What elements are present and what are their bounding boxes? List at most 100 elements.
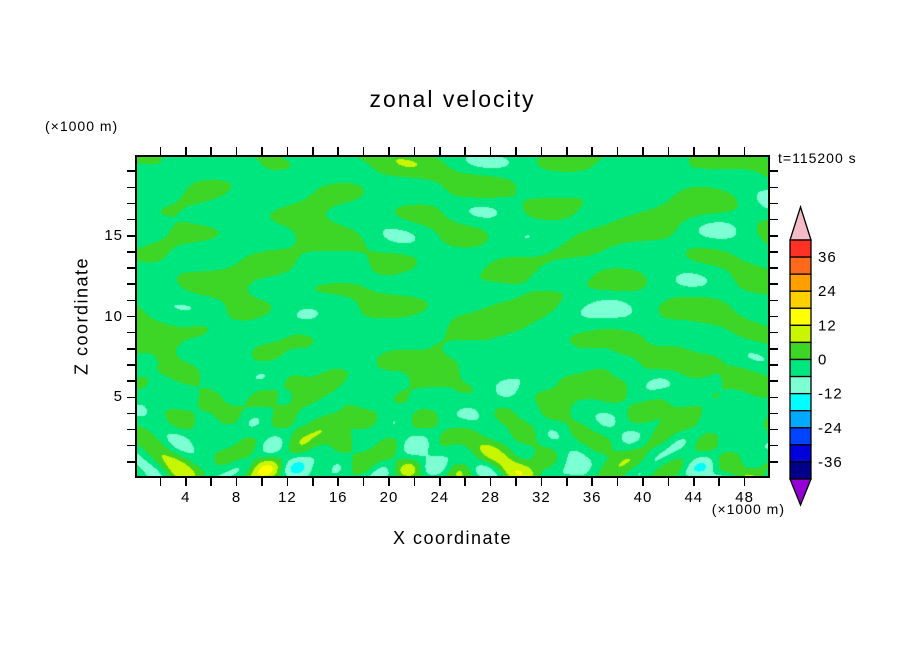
colorbar-label: 12 — [818, 317, 837, 334]
x-tick-label: 36 — [582, 489, 602, 506]
colorbar: 36 24 12 0 -12 -24 -36 — [786, 204, 866, 515]
z-tick — [127, 396, 135, 398]
x-tick — [718, 147, 720, 155]
x-tick — [413, 478, 416, 486]
colorbar-label: -36 — [818, 454, 843, 471]
x-tick — [616, 478, 619, 486]
x-tick — [566, 478, 568, 486]
x-tick — [693, 147, 695, 155]
colorbar-label: 36 — [818, 249, 837, 266]
x-tick — [261, 478, 263, 486]
z-tick — [127, 299, 135, 302]
x-tick — [464, 478, 466, 486]
x-tick — [439, 147, 441, 155]
z-tick-label: 10 — [104, 307, 123, 325]
colorbar-segment — [789, 358, 812, 378]
z-tick — [770, 364, 778, 366]
z-tick — [127, 315, 135, 318]
z-tick — [770, 267, 778, 269]
colorbar-arrow-bottom — [789, 478, 812, 507]
z-tick — [770, 299, 778, 302]
colorbar-segment — [789, 427, 812, 446]
x-tick — [337, 147, 339, 155]
z-tick — [127, 186, 135, 189]
z-tick — [770, 331, 778, 334]
x-tick — [464, 147, 466, 155]
x-tick — [515, 478, 517, 486]
x-tick — [362, 147, 365, 155]
x-tick-label: 40 — [633, 489, 653, 506]
colorbar-segment — [789, 392, 812, 412]
z-axis-unit-label: (×1000 m) — [45, 118, 119, 134]
colorbar-segment — [789, 273, 812, 292]
x-tick — [235, 147, 238, 155]
x-tick-label: 48 — [735, 489, 754, 506]
colorbar-segment — [789, 461, 812, 480]
x-tick — [210, 147, 212, 155]
x-tick — [185, 147, 187, 155]
z-tick — [770, 251, 778, 253]
z-tick — [127, 461, 135, 463]
z-axis-title: Z coordinate — [71, 256, 92, 376]
z-tick — [770, 283, 778, 285]
x-tick — [388, 478, 390, 486]
colorbar-segment — [789, 239, 812, 258]
z-tick — [770, 235, 778, 237]
z-tick — [127, 267, 135, 269]
x-tick — [286, 478, 289, 486]
z-tick — [127, 202, 135, 205]
z-tick — [770, 315, 778, 318]
x-tick — [337, 478, 339, 486]
colorbar-label: -12 — [818, 386, 843, 403]
timestamp-label: t=115200 s — [778, 150, 857, 166]
x-tick — [693, 478, 695, 486]
x-tick — [642, 478, 644, 486]
x-tick — [388, 147, 390, 155]
colorbar-segment — [789, 444, 812, 463]
x-tick — [591, 147, 593, 155]
x-tick — [286, 147, 289, 155]
x-tick — [667, 147, 670, 155]
x-tick — [718, 478, 720, 486]
z-tick — [127, 235, 135, 237]
colorbar-segment — [789, 375, 812, 395]
z-tick — [770, 218, 778, 221]
x-tick-label: 16 — [328, 489, 348, 506]
z-tick — [127, 444, 135, 447]
colorbar-segment — [789, 410, 812, 429]
x-tick — [591, 478, 593, 486]
x-tick — [159, 147, 162, 155]
chart-title: zonal velocity — [369, 86, 536, 112]
x-tick — [312, 147, 314, 155]
x-tick — [210, 478, 212, 486]
x-tick-label: 28 — [481, 489, 500, 506]
colorbar-segment — [789, 341, 812, 361]
z-tick — [770, 348, 778, 350]
colorbar-arrow-top — [789, 204, 812, 241]
z-tick — [770, 461, 778, 463]
z-tick — [127, 428, 135, 431]
colorbar-label: 0 — [818, 351, 827, 368]
z-tick — [770, 380, 778, 382]
z-tick — [127, 380, 135, 382]
x-tick — [439, 478, 441, 486]
z-tick — [127, 348, 135, 350]
z-tick — [770, 396, 778, 398]
z-tick — [127, 251, 135, 253]
x-axis-unit-label: (×1000 m) — [711, 501, 785, 517]
x-tick — [489, 478, 492, 486]
colorbar-label: -24 — [818, 420, 843, 437]
z-tick — [127, 331, 135, 334]
z-tick — [770, 428, 778, 431]
z-tick — [127, 364, 135, 366]
x-tick-label: 4 — [181, 489, 191, 506]
x-tick — [566, 147, 568, 155]
x-tick-label: 20 — [379, 489, 399, 506]
x-tick — [540, 147, 543, 155]
x-tick-label: 24 — [430, 489, 450, 506]
colorbar-label: 24 — [818, 283, 837, 300]
x-tick — [667, 478, 670, 486]
z-tick — [770, 186, 778, 189]
x-tick-label: 32 — [532, 489, 551, 506]
colorbar-segment — [789, 324, 812, 344]
